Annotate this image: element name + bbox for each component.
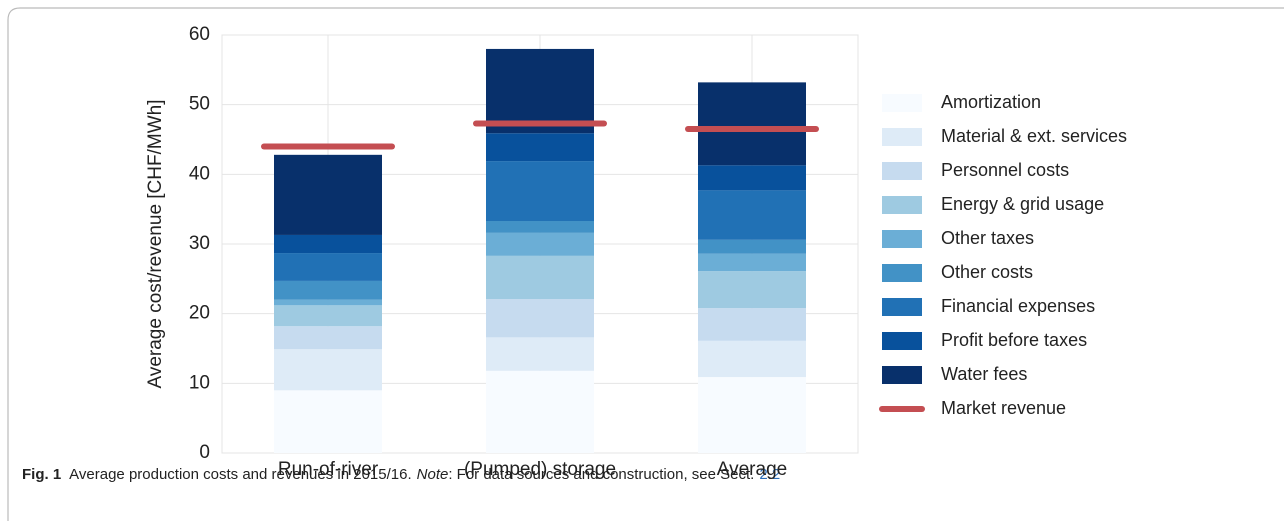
legend-swatch [882,196,922,214]
legend-label: Personnel costs [941,160,1069,180]
bar-segment [274,280,382,300]
bar-segment [274,326,382,350]
y-tick-label: 20 [189,303,210,324]
bar-segment [274,154,382,235]
y-tick-label: 0 [199,442,210,463]
bar-segment [698,253,806,272]
y-axis-label: Average cost/revenue [CHF/MWh] [145,100,166,389]
bar-segment [486,232,594,256]
bar-segment [486,299,594,338]
bar-segment [698,82,806,166]
bar-segment [274,253,382,281]
caption-label: Fig. 1 [22,466,61,483]
legend-label: Other costs [941,262,1033,282]
caption: Fig. 1 Average production costs and reven… [22,466,780,483]
caption-link[interactable]: 2.2 [759,466,780,483]
bar-segment [274,390,382,453]
bar-segment [274,305,382,327]
bar-segment [698,308,806,341]
bar-segment [486,370,594,453]
legend-label: Financial expenses [941,296,1095,316]
legend-label: Water fees [941,364,1027,384]
x-tick-label: Run-of-river [278,459,379,480]
x-tick-label: (Pumped) storage [464,459,616,480]
legend-swatch [882,162,922,180]
y-tick-label: 60 [189,24,210,45]
y-tick-label: 10 [189,372,210,393]
bar-segment [698,165,806,191]
legend-swatch [882,94,922,112]
bar-segment [698,239,806,254]
bar-segment [486,221,594,233]
legend-label: Energy & grid usage [941,194,1104,214]
y-tick-label: 40 [189,163,210,184]
bar-segment [486,133,594,162]
bar-segment [486,255,594,300]
caption-note-label: Note [417,466,449,483]
bar-segment [698,377,806,453]
legend-swatch [882,298,922,316]
figure-border [7,7,1284,521]
legend-swatch [882,264,922,282]
bar-segment [274,234,382,254]
legend-label: Amortization [941,92,1041,112]
legend-label: Material & ext. services [941,126,1127,146]
y-tick-label: 30 [189,233,210,254]
x-tick-label: Average [717,459,787,480]
bar-segment [274,349,382,391]
legend-swatch [882,366,922,384]
legend-label: Market revenue [941,398,1066,418]
bar-segment [274,299,382,306]
legend-swatch [882,230,922,248]
caption-note-text: : For data sources and construction, see… [448,466,754,483]
bar-segment [486,337,594,371]
legend-swatch [882,332,922,350]
bar-segment [486,161,594,222]
caption-text: Average production costs and revenues in… [69,466,411,483]
bar-segment [698,340,806,378]
bar-segment [486,48,594,134]
legend-label: Other taxes [941,228,1034,248]
legend-swatch [882,128,922,146]
bar-segment [698,271,806,309]
bar-segment [698,190,806,240]
legend-label: Profit before taxes [941,330,1087,350]
y-tick-label: 50 [189,94,210,115]
